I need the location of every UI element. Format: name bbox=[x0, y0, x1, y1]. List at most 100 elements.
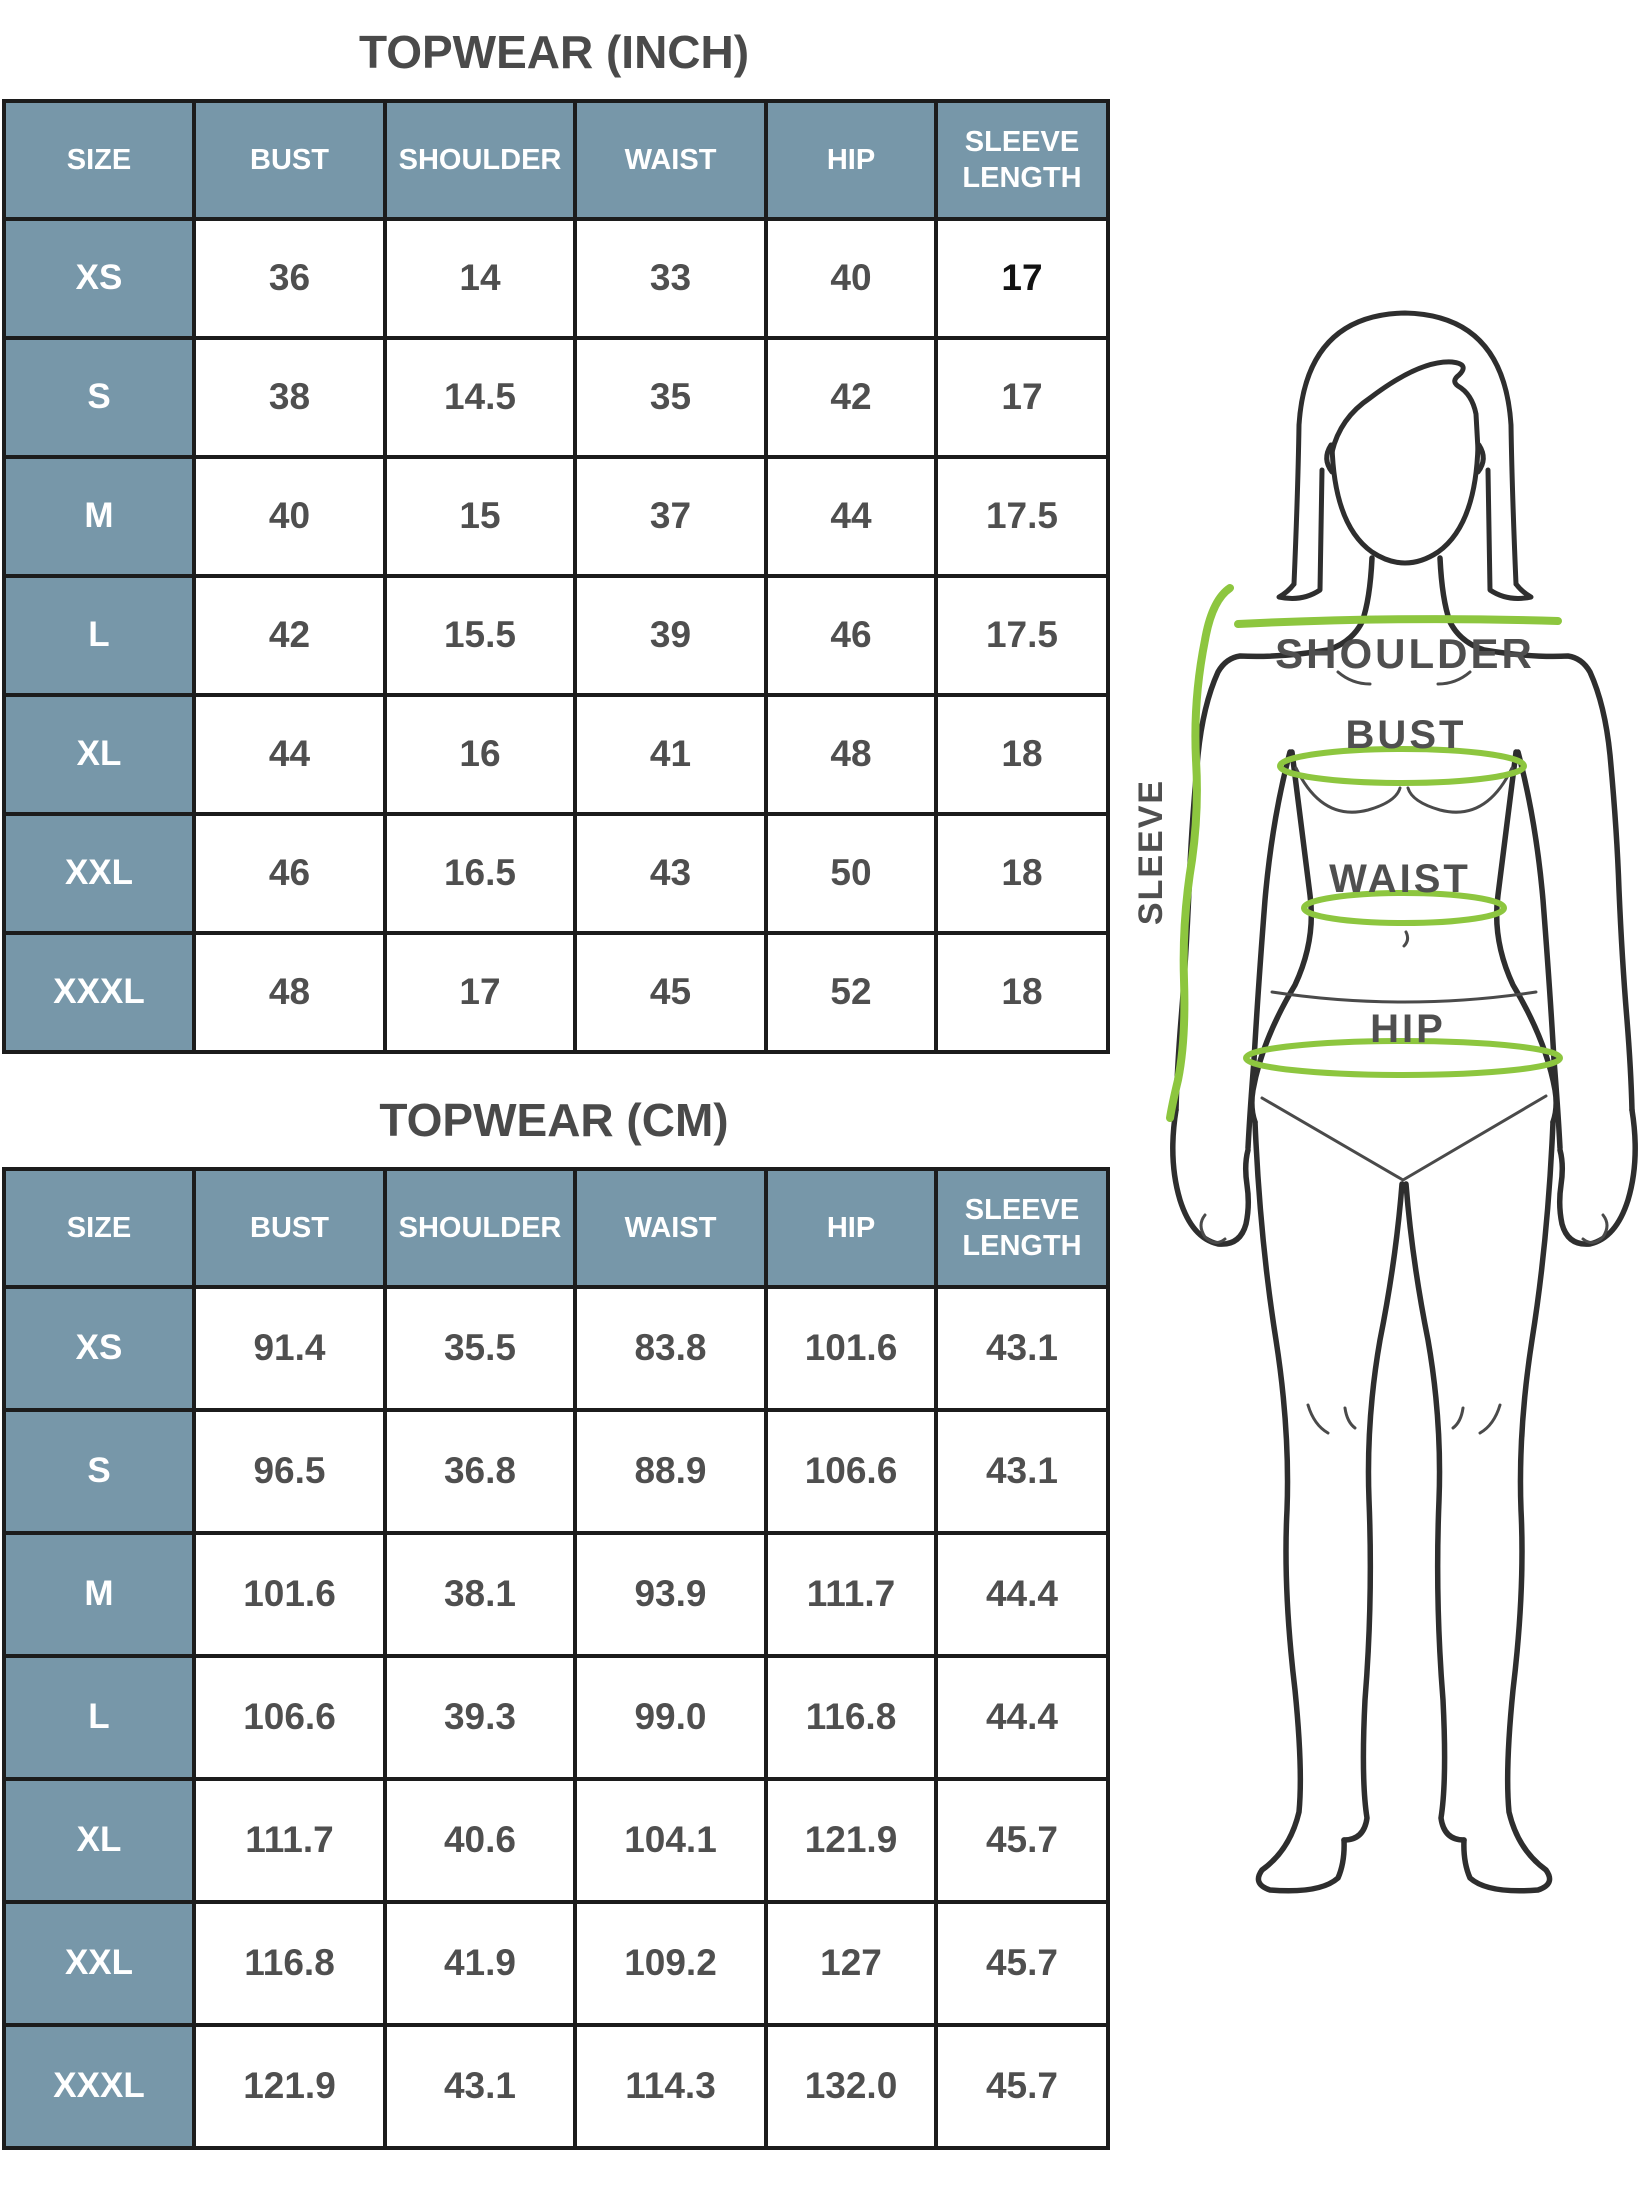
value-cell: 111.7 bbox=[764, 1530, 938, 1658]
value-cell: 37 bbox=[573, 454, 768, 578]
right-ear-icon bbox=[1475, 442, 1486, 475]
column-header-hip: HIP bbox=[764, 98, 938, 221]
briefs-v-line bbox=[1260, 1094, 1548, 1182]
value-cell: 48 bbox=[764, 692, 938, 816]
waist-label: WAIST bbox=[1329, 857, 1471, 901]
navel-icon bbox=[1402, 930, 1410, 948]
column-header-waist: WAIST bbox=[573, 98, 768, 221]
value-cell: 46 bbox=[764, 573, 938, 697]
right-bust-curve bbox=[1406, 766, 1514, 814]
waist-measure-ellipse bbox=[1301, 890, 1507, 926]
value-cell: 109.2 bbox=[573, 1899, 768, 2027]
left-leg-inner-outline bbox=[1341, 1181, 1405, 1843]
value-cell: 45.7 bbox=[934, 1776, 1110, 1904]
value-cell: 44.4 bbox=[934, 1653, 1110, 1781]
value-cell: 116.8 bbox=[192, 1899, 387, 2027]
table-row-xxl: XXL 46 16.5 43 50 18 bbox=[2, 811, 1110, 935]
shoulder-measure-line bbox=[1234, 615, 1562, 628]
value-cell: 121.9 bbox=[192, 2022, 387, 2150]
value-cell: 14.5 bbox=[383, 335, 577, 459]
value-cell: 18 bbox=[934, 811, 1110, 935]
hair-outline-icon bbox=[1291, 310, 1519, 587]
value-cell: 15.5 bbox=[383, 573, 577, 697]
value-cell: 18 bbox=[934, 930, 1110, 1054]
value-cell: 17 bbox=[934, 335, 1110, 459]
column-header-sleeve-length: SLEEVE LENGTH bbox=[934, 1166, 1110, 1289]
hip-label: HIP bbox=[1370, 1007, 1446, 1051]
value-cell: 93.9 bbox=[573, 1530, 768, 1658]
value-cell: 14 bbox=[383, 216, 577, 340]
value-cell: 17.5 bbox=[934, 454, 1110, 578]
size-cell: XXL bbox=[2, 1899, 196, 2027]
table-row-l: L 42 15.5 39 46 17.5 bbox=[2, 573, 1110, 697]
value-cell: 36 bbox=[192, 216, 387, 340]
value-cell: 40.6 bbox=[383, 1776, 577, 1904]
column-header-shoulder: SHOULDER bbox=[383, 1166, 577, 1289]
value-cell: 104.1 bbox=[573, 1776, 768, 1904]
value-cell: 35.5 bbox=[383, 1284, 577, 1412]
size-cell: S bbox=[2, 1407, 196, 1535]
left-bust-curve bbox=[1294, 766, 1402, 814]
column-header-size: SIZE bbox=[2, 1166, 196, 1289]
value-cell: 43.1 bbox=[934, 1284, 1110, 1412]
value-cell: 41.9 bbox=[383, 1899, 577, 2027]
value-cell: 44.4 bbox=[934, 1530, 1110, 1658]
left-thumb-icon bbox=[1199, 1213, 1227, 1244]
topwear-inch-table: SIZE BUST SHOULDER WAIST HIP SLEEVE LENGTH XS… bbox=[2, 98, 1110, 1054]
hip-measure-ellipse bbox=[1243, 1038, 1563, 1078]
value-cell: 111.7 bbox=[192, 1776, 387, 1904]
left-hand-outline bbox=[1170, 1107, 1252, 1247]
value-cell: 43.1 bbox=[934, 1407, 1110, 1535]
value-cell: 96.5 bbox=[192, 1407, 387, 1535]
right-neck-shoulder-arm-outline bbox=[1437, 555, 1635, 1113]
value-cell: 132.0 bbox=[764, 2022, 938, 2150]
right-hand-outline bbox=[1556, 1107, 1638, 1247]
bust-label: BUST bbox=[1346, 713, 1467, 757]
table-row-s: S 38 14.5 35 42 17 bbox=[2, 335, 1110, 459]
briefs-top-line bbox=[1270, 990, 1538, 1004]
hair-fringe-icon bbox=[1329, 359, 1481, 455]
value-cell: 15 bbox=[383, 454, 577, 578]
value-cell: 88.9 bbox=[573, 1407, 768, 1535]
value-cell: 52 bbox=[764, 930, 938, 1054]
size-tables-area: TOPWEAR (INCH) SIZE BUST SHOULDER WAIST HIP S… bbox=[2, 0, 1110, 2150]
table-row-xxxl: XXXL 48 17 45 52 18 bbox=[2, 930, 1110, 1054]
size-cell: M bbox=[2, 454, 196, 578]
bust-measure-ellipse bbox=[1277, 746, 1527, 786]
size-cell: S bbox=[2, 335, 196, 459]
value-cell: 45 bbox=[573, 930, 768, 1054]
measurement-figure: SHOULDER BUST WAIST HIP SLEEVE bbox=[1100, 280, 1652, 1940]
value-cell: 116.8 bbox=[764, 1653, 938, 1781]
shoulder-label: SHOULDER bbox=[1275, 630, 1535, 677]
value-cell: 18 bbox=[934, 692, 1110, 816]
left-torso-outline bbox=[1249, 749, 1315, 1125]
value-cell: 39 bbox=[573, 573, 768, 697]
value-cell: 114.3 bbox=[573, 2022, 768, 2150]
table-row-s: S 96.5 36.8 88.9 106.6 43.1 bbox=[2, 1407, 1110, 1535]
body-measurement-diagram: SHOULDER BUST WAIST HIP SLEEVE bbox=[1132, 310, 1638, 1894]
topwear-inch-title: TOPWEAR (INCH) bbox=[358, 26, 750, 78]
size-cell: XS bbox=[2, 216, 196, 340]
sleeve-label: SLEEVE bbox=[1132, 779, 1170, 925]
value-cell: 36.8 bbox=[383, 1407, 577, 1535]
right-torso-outline bbox=[1493, 749, 1559, 1125]
value-cell: 43.1 bbox=[383, 2022, 577, 2150]
value-cell: 45.7 bbox=[934, 1899, 1110, 2027]
column-header-hip: HIP bbox=[764, 1166, 938, 1289]
right-collarbone-icon bbox=[1436, 670, 1472, 686]
value-cell: 41 bbox=[573, 692, 768, 816]
value-cell: 99.0 bbox=[573, 1653, 768, 1781]
table-row-xs: XS 36 14 33 40 17 bbox=[2, 216, 1110, 340]
size-cell: L bbox=[2, 1653, 196, 1781]
value-cell: 43 bbox=[573, 811, 768, 935]
left-thigh-crease-icon bbox=[1306, 1403, 1330, 1435]
value-cell: 40 bbox=[192, 454, 387, 578]
value-cell: 46 bbox=[192, 811, 387, 935]
value-cell: 17 bbox=[383, 930, 577, 1054]
hair-left-flick-icon bbox=[1276, 467, 1325, 601]
size-cell: XXL bbox=[2, 811, 196, 935]
cm-table-body: XS 91.4 35.5 83.8 101.6 43.1 S 96.5 36.8 88.9 106.… bbox=[2, 1284, 1110, 2150]
value-cell: 16 bbox=[383, 692, 577, 816]
right-thigh-crease-icon bbox=[1478, 1403, 1502, 1435]
value-cell: 17 bbox=[934, 216, 1110, 340]
